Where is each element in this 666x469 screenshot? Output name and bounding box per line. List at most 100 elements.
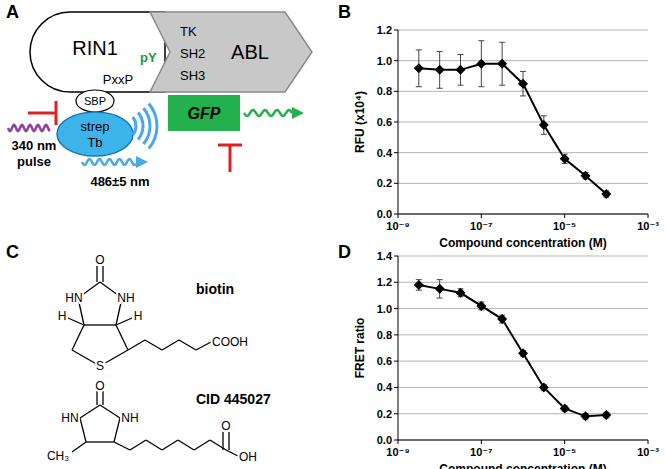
panel-letter: D: [338, 242, 351, 262]
sbp-loop: [76, 90, 114, 112]
abl-label: ABL: [231, 41, 269, 63]
pulse-label: pulse: [17, 154, 51, 169]
marker: [476, 301, 486, 311]
y-tick: [394, 214, 398, 215]
atom-label: HN: [61, 411, 78, 425]
y-tick: [394, 60, 398, 61]
y-tick-label: 1.2: [377, 24, 392, 36]
y-axis-label: FRET ratio: [353, 318, 367, 379]
pxxp-label: PxxP: [103, 72, 133, 87]
bond: [96, 266, 97, 282]
atom-label: O: [221, 419, 230, 433]
series-line: [419, 64, 607, 194]
y-tick: [394, 91, 398, 92]
y-axis: [398, 256, 399, 440]
bond: [102, 266, 103, 282]
error-bar-cap: [437, 88, 443, 89]
y-tick-label: 0.4: [377, 147, 393, 159]
error-bar-cap: [499, 85, 505, 86]
marker: [455, 65, 465, 75]
bond: [178, 440, 194, 450]
x-tick: [398, 214, 399, 218]
bond: [100, 350, 128, 366]
x-tick: [648, 214, 649, 218]
diagram: RIN1pYPxxPTKSH2SH3ABLSBPstrepTbGFP340 nm…: [8, 12, 312, 189]
structure-name: CID 445027: [196, 391, 271, 407]
x-tick: [481, 214, 482, 218]
error-bar-cap: [541, 134, 547, 135]
fret-wave: [143, 108, 150, 144]
x-tick: [564, 214, 565, 218]
marker: [497, 314, 507, 324]
structure-name: biotin: [196, 281, 234, 297]
grid-line: [398, 334, 648, 335]
panel-letter: C: [6, 242, 19, 262]
y-tick: [394, 122, 398, 123]
atom-label: CH₃: [47, 449, 69, 463]
grid-line: [398, 152, 648, 153]
error-bar-cap: [541, 115, 547, 116]
error-bar-cap: [416, 49, 422, 50]
marker: [560, 154, 570, 164]
strep-tb: [57, 112, 133, 156]
y-tick-label: 0.0: [377, 208, 392, 220]
y-tick-label: 1.0: [377, 303, 392, 315]
marker: [539, 120, 549, 130]
rin1-shape: [30, 12, 165, 92]
strep-label: strep: [81, 119, 110, 134]
bond: [196, 342, 211, 350]
error-bar-cap: [520, 95, 526, 96]
y-tick-label: 0.4: [377, 381, 393, 393]
x-tick-label: 10⁻⁹: [386, 220, 409, 232]
marker: [476, 59, 486, 69]
x-tick-label: 10⁻⁷: [470, 446, 493, 458]
bond: [72, 325, 84, 350]
x-tick: [564, 440, 565, 444]
grid-line: [398, 308, 648, 309]
error-bar-cap: [457, 85, 463, 86]
x-axis: [398, 440, 648, 441]
tb-emission: [82, 159, 136, 165]
bond: [116, 318, 132, 325]
marker: [580, 411, 590, 421]
bond: [86, 441, 114, 442]
marker: [497, 59, 507, 69]
marker: [518, 79, 528, 89]
error-bar-cap: [437, 298, 443, 299]
grid-line: [398, 183, 648, 184]
bond: [179, 340, 196, 350]
atom-label: NH: [117, 291, 134, 305]
fret-wave: [133, 117, 136, 135]
marker: [435, 284, 445, 294]
error-bar-cap: [499, 42, 505, 43]
bond: [162, 340, 179, 350]
bond: [226, 450, 238, 456]
grid-line: [398, 60, 648, 61]
y-tick-label: 1.4: [377, 250, 393, 262]
grid-line: [398, 440, 648, 441]
bond: [146, 440, 162, 450]
y-tick: [394, 308, 398, 309]
x-axis-label: Compound concentration (M): [439, 236, 606, 250]
grid-line: [398, 413, 648, 414]
inhibit-bar: [55, 101, 58, 125]
atom-label: OH: [239, 450, 257, 464]
y-tick-label: 0.2: [377, 408, 392, 420]
inhibit-stem: [229, 145, 232, 172]
y-tick-label: 1.0: [377, 55, 392, 67]
y-tick-label: 0.2: [377, 177, 392, 189]
grid-line: [398, 122, 648, 123]
tk-label: TK: [180, 24, 197, 39]
figure: ABCDRIN1pYPxxPTKSH2SH3ABLSBPstrepTbGFP34…: [0, 0, 666, 469]
bond: [162, 440, 178, 450]
x-tick-label: 10⁻³: [637, 220, 659, 232]
grid-line: [398, 256, 648, 257]
y-tick: [394, 282, 398, 283]
x-tick-label: 10⁻⁹: [386, 446, 409, 458]
panel-letter: B: [338, 2, 351, 22]
structures: OHNNHHHSCOOHbiotinOHNNHCH₃OOHCID 445027: [47, 253, 271, 464]
grid-line: [398, 214, 648, 215]
y-tick: [394, 387, 398, 388]
marker: [455, 288, 465, 298]
inhibit-bar: [218, 144, 242, 147]
